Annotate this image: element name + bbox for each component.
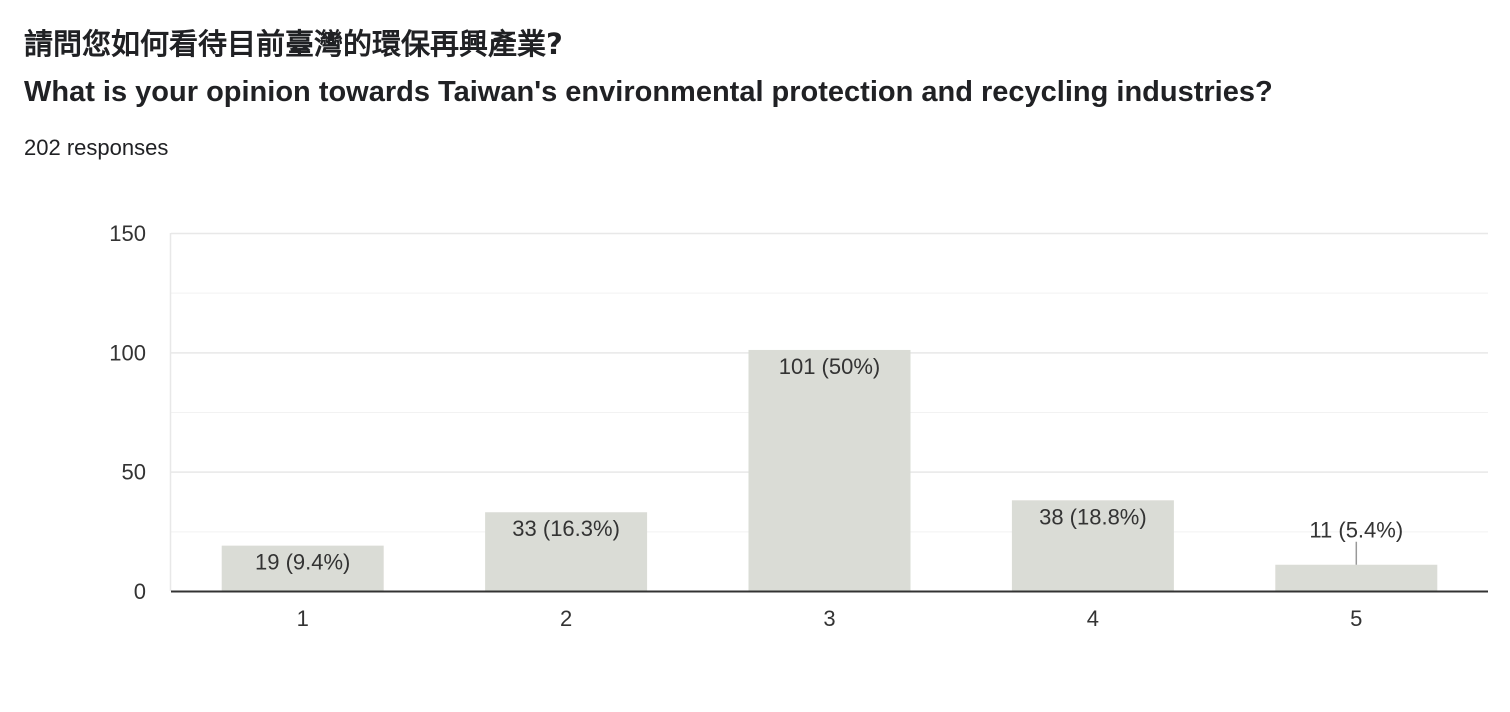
bar <box>1011 500 1174 591</box>
question-title-chinese: 請問您如何看待目前臺灣的環保再興產業? <box>24 27 563 61</box>
x-tick-label: 5 <box>1350 606 1362 631</box>
y-tick-label: 150 <box>109 221 146 246</box>
bar-data-label: 33 (16.3%) <box>512 516 620 541</box>
y-tick-label: 50 <box>122 460 146 485</box>
x-tick-label: 1 <box>297 606 309 631</box>
bar-data-label: 11 (5.4%) <box>1309 518 1403 543</box>
y-tick-label: 100 <box>109 340 146 365</box>
bar <box>1275 564 1438 591</box>
bar <box>748 349 911 591</box>
x-tick-label: 4 <box>1087 606 1099 631</box>
question-title-english: What is your opinion towards Taiwan's en… <box>24 76 1273 108</box>
y-tick-label: 0 <box>134 579 146 604</box>
bar-data-label: 101 (50%) <box>779 354 881 379</box>
response-count: 202 responses <box>24 135 169 160</box>
bar-data-label: 19 (9.4%) <box>255 550 350 575</box>
bar <box>485 512 648 591</box>
x-tick-label: 2 <box>560 606 572 631</box>
x-tick-label: 3 <box>823 606 835 631</box>
bar <box>221 545 384 591</box>
bar-data-label: 38 (18.8%) <box>1039 504 1147 529</box>
